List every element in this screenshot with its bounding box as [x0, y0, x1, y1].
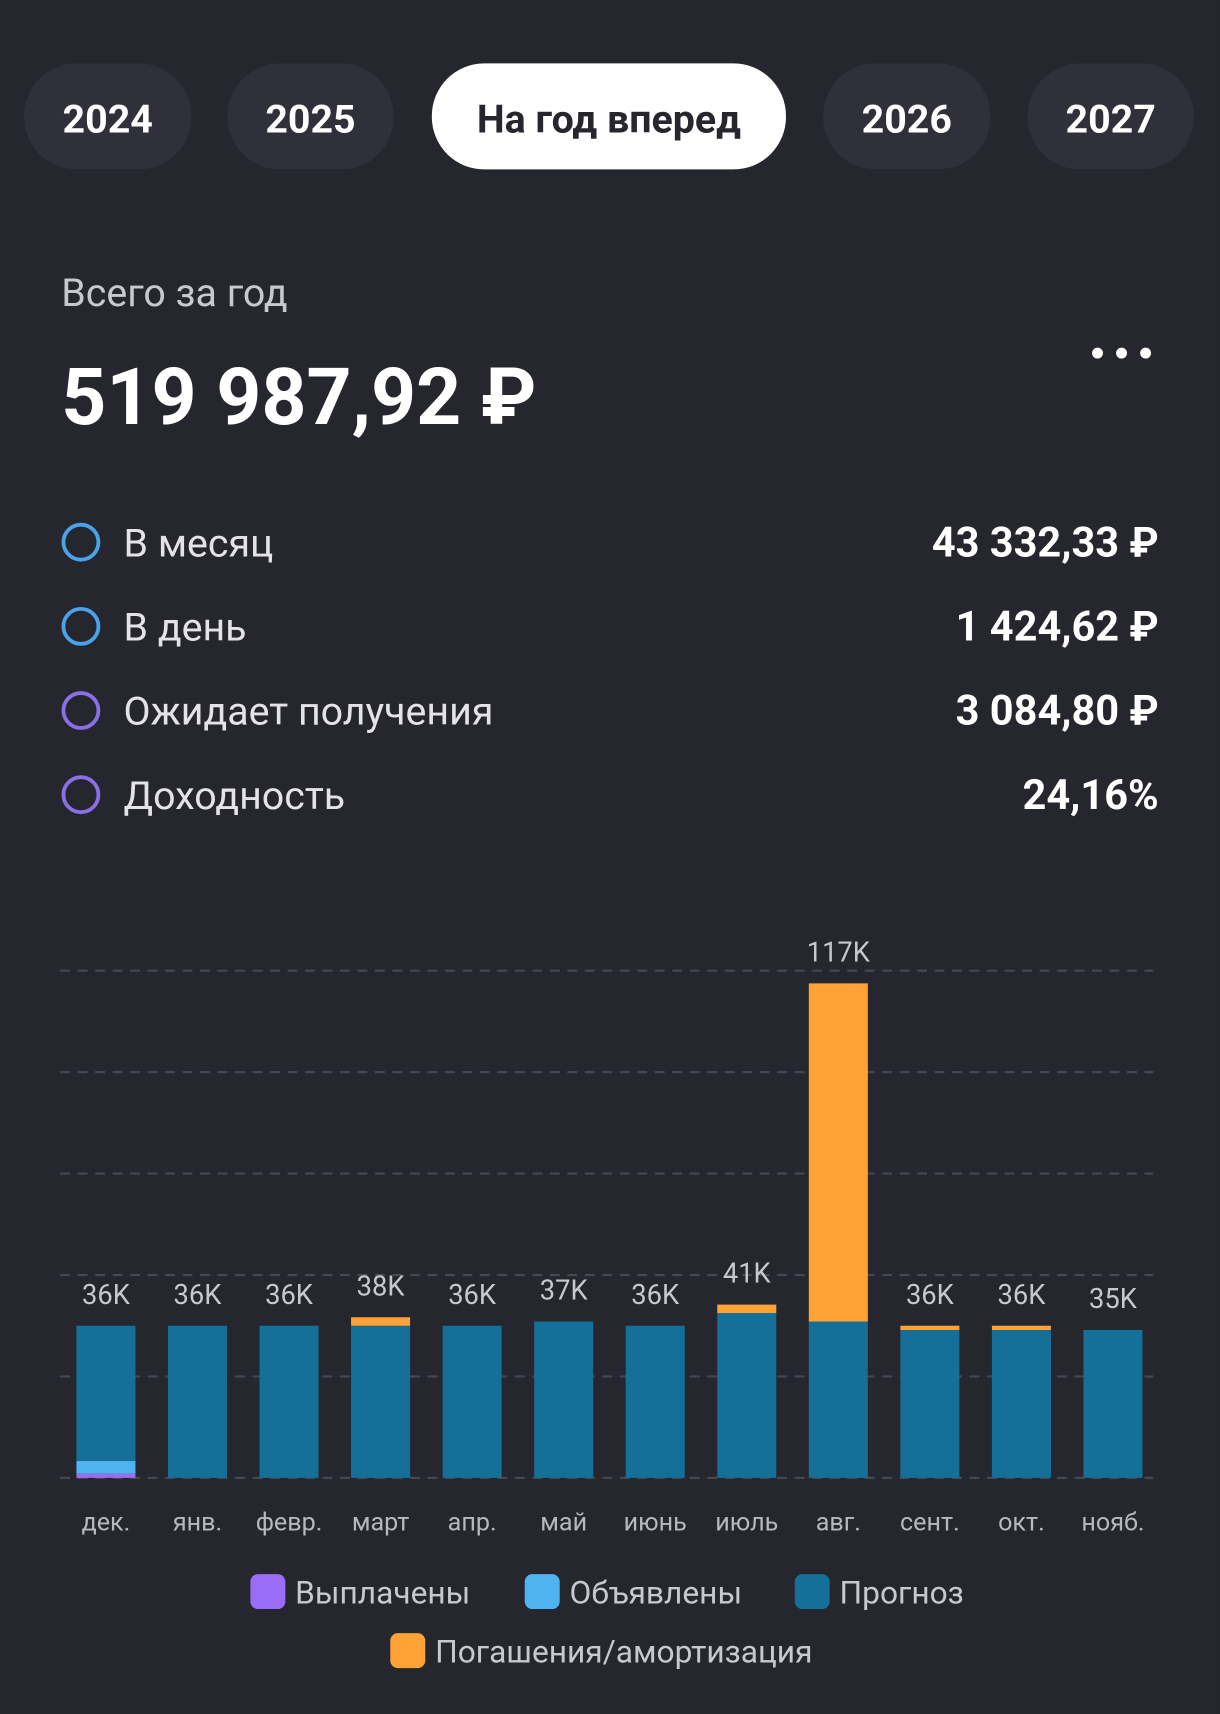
tab-label: 2027 — [1065, 95, 1155, 142]
x-tick-label: окт. — [998, 1508, 1045, 1537]
stat-value: 24,16% — [1023, 771, 1159, 820]
legend-label: Прогноз — [840, 1575, 964, 1612]
bar-segment — [900, 1329, 960, 1478]
bar-segment — [717, 1313, 777, 1478]
bar-segment — [991, 1325, 1051, 1330]
stat-value: 1 424,62 ₽ — [956, 603, 1159, 652]
tab[interactable] — [227, 63, 394, 170]
stat-icon — [61, 522, 101, 562]
data-label: 36K — [448, 1279, 497, 1311]
tab-label: 2026 — [862, 95, 952, 142]
tab-label: На год вперед — [477, 95, 741, 142]
data-label: 37K — [540, 1275, 589, 1307]
bar-segment — [351, 1325, 411, 1478]
legend-label: Погашения/амортизация — [435, 1634, 812, 1671]
stat-icon — [61, 775, 101, 815]
summary-amount: 519 987,92 ₽ — [61, 352, 536, 444]
bar-segment — [808, 1321, 868, 1478]
x-tick-label: июль — [715, 1508, 778, 1537]
data-label: 36K — [906, 1279, 955, 1311]
bar-segment — [259, 1325, 319, 1478]
x-tick-label: янв. — [173, 1508, 222, 1537]
stat-icon — [61, 691, 101, 730]
data-label: 36K — [82, 1279, 131, 1311]
bar-segment — [76, 1473, 136, 1478]
bar-segment — [808, 983, 868, 1322]
bar-segment — [76, 1460, 136, 1474]
legend-swatch — [250, 1574, 286, 1610]
legend-swatch — [524, 1574, 560, 1610]
data-label: 36K — [174, 1279, 223, 1311]
data-label: 117K — [807, 937, 871, 969]
tab[interactable] — [24, 63, 192, 170]
data-label: 41K — [723, 1258, 772, 1290]
more-button[interactable] — [1092, 347, 1152, 359]
tab-label: 2025 — [265, 95, 355, 142]
x-tick-label: март — [352, 1508, 410, 1537]
bar-segment — [717, 1304, 777, 1314]
x-tick-label: июнь — [624, 1508, 687, 1537]
bar-segment — [625, 1325, 685, 1478]
x-tick-label: апр. — [448, 1508, 497, 1537]
tab[interactable] — [431, 63, 786, 170]
bar-segment — [351, 1317, 411, 1326]
bar-segment — [167, 1325, 228, 1478]
bar-segment — [76, 1325, 136, 1461]
legend-label: Выплачены — [295, 1575, 470, 1612]
stat-icon — [61, 606, 101, 646]
tab[interactable] — [823, 63, 991, 170]
stat-label: В день — [124, 604, 247, 651]
stat-label: Доходность — [124, 772, 346, 819]
stat-value: 3 084,80 ₽ — [956, 687, 1159, 736]
x-tick-label: нояб. — [1081, 1508, 1144, 1537]
legend-label: Объявлены — [570, 1575, 743, 1612]
legend-swatch — [794, 1574, 830, 1610]
bar-segment — [534, 1321, 594, 1478]
data-label: 36K — [265, 1279, 314, 1311]
data-label: 38K — [357, 1270, 406, 1302]
x-tick-label: дек. — [82, 1508, 131, 1537]
data-label: 35K — [1089, 1283, 1138, 1315]
summary-label: Всего за год — [61, 269, 287, 316]
tab-label: 2024 — [63, 95, 153, 142]
x-tick-label: сент. — [900, 1508, 960, 1537]
bar-segment — [900, 1325, 960, 1330]
data-label: 36K — [997, 1279, 1046, 1311]
stat-label: В месяц — [124, 519, 274, 566]
bar-segment — [442, 1325, 502, 1478]
x-tick-label: авг. — [816, 1508, 861, 1537]
bar-segment — [991, 1329, 1051, 1478]
x-tick-label: май — [540, 1508, 587, 1537]
stat-label: Ожидает получения — [124, 688, 494, 735]
x-tick-label: февр. — [256, 1508, 323, 1537]
bar-segment — [1083, 1329, 1143, 1478]
stat-value: 43 332,33 ₽ — [932, 518, 1159, 567]
legend-swatch — [390, 1633, 426, 1669]
tab[interactable] — [1027, 63, 1194, 170]
data-label: 36K — [631, 1279, 680, 1311]
